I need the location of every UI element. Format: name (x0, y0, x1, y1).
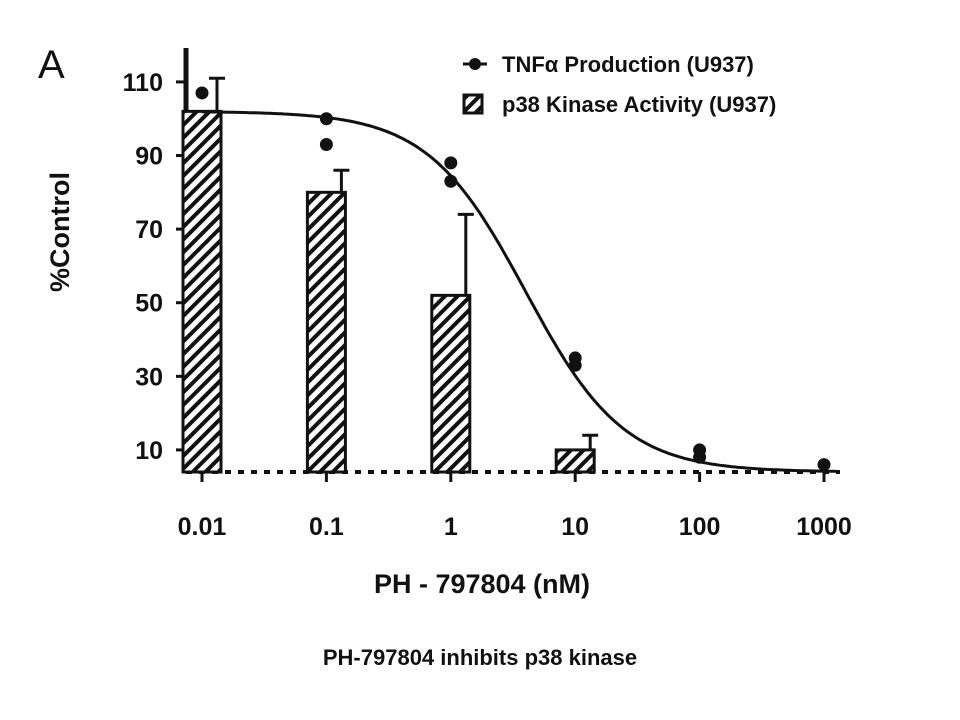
legend: TNFα Production (U937) p38 Kinase Activi… (462, 52, 776, 117)
tnf-data-point (195, 86, 209, 100)
x-tick-label: 0.01 (178, 513, 227, 541)
y-tick-label: 90 (135, 143, 163, 171)
bar-p38 (181, 109, 223, 474)
y-tick-label: 10 (135, 437, 163, 465)
x-tick-label: 100 (679, 513, 721, 541)
tnf-data-point (319, 137, 333, 151)
x-tick-label: 1000 (796, 513, 852, 541)
figure-caption: PH-797804 inhibits p38 kinase (322, 645, 638, 670)
x-tick-label: 1 (444, 513, 458, 541)
y-tick-label: 70 (135, 216, 163, 244)
tnf-data-point (319, 112, 333, 126)
x-tick-label: 10 (561, 513, 589, 541)
bar-p38 (430, 293, 472, 474)
y-tick-label: 110 (123, 69, 163, 97)
panel-label: A (38, 43, 65, 87)
legend-marker-bar (462, 93, 484, 115)
bar-p38 (554, 448, 596, 474)
bar-p38 (305, 190, 347, 474)
x-axis-title: PH - 797804 (nM) (374, 569, 590, 599)
tnf-fit-curve (202, 110, 837, 473)
legend-label-p38: p38 Kinase Activity (U937) (502, 92, 776, 117)
y-tick-label: 30 (135, 363, 163, 391)
tnf-data-point (444, 174, 458, 188)
tnf-data-point (568, 358, 582, 372)
tnf-data-point (444, 156, 458, 170)
y-axis-title: %Control (45, 172, 75, 292)
x-tick-label: 0.1 (309, 513, 344, 541)
y-tick-label: 50 (135, 290, 163, 318)
legend-marker-dot (469, 58, 481, 70)
tnf-data-point (817, 458, 831, 472)
tnf-data-point (693, 450, 707, 464)
legend-label-tnf: TNFα Production (U937) (502, 52, 754, 77)
